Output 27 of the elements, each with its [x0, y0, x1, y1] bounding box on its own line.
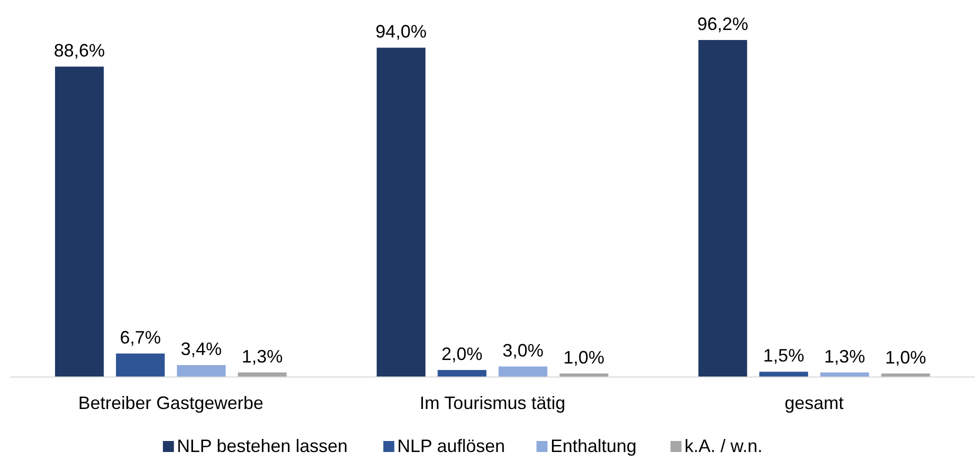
- x-tick-label: Im Tourismus tätig: [420, 393, 566, 413]
- data-label: 94,0%: [376, 22, 427, 42]
- x-tick-label: gesamt: [784, 393, 844, 413]
- data-label: 96,2%: [697, 14, 748, 34]
- bar: [759, 372, 808, 377]
- bar: [498, 366, 548, 377]
- x-tick-label: Betreiber Gastgewerbe: [78, 393, 264, 413]
- legend-label: NLP bestehen lassen: [176, 436, 348, 456]
- bar: [376, 48, 426, 377]
- data-label: 3,0%: [502, 340, 544, 360]
- bar: [698, 40, 748, 377]
- data-label: 6,7%: [120, 328, 161, 348]
- legend-label: NLP auflösen: [397, 436, 506, 456]
- bar: [176, 365, 226, 377]
- bar: [55, 66, 104, 377]
- legend-label: Enthaltung: [550, 436, 637, 456]
- data-label: 88,6%: [54, 40, 105, 61]
- bar: [438, 370, 486, 377]
- bar: [116, 354, 165, 377]
- data-label: 3,4%: [180, 339, 222, 360]
- data-label: 1,0%: [885, 347, 926, 368]
- data-label: 2,0%: [442, 344, 483, 364]
- legend-label: k.A. / w.n.: [684, 436, 763, 456]
- data-label: 1,3%: [824, 346, 866, 366]
- data-label: 1,3%: [242, 346, 283, 366]
- data-label: 1,0%: [563, 347, 604, 368]
- data-label: 1,5%: [763, 346, 804, 366]
